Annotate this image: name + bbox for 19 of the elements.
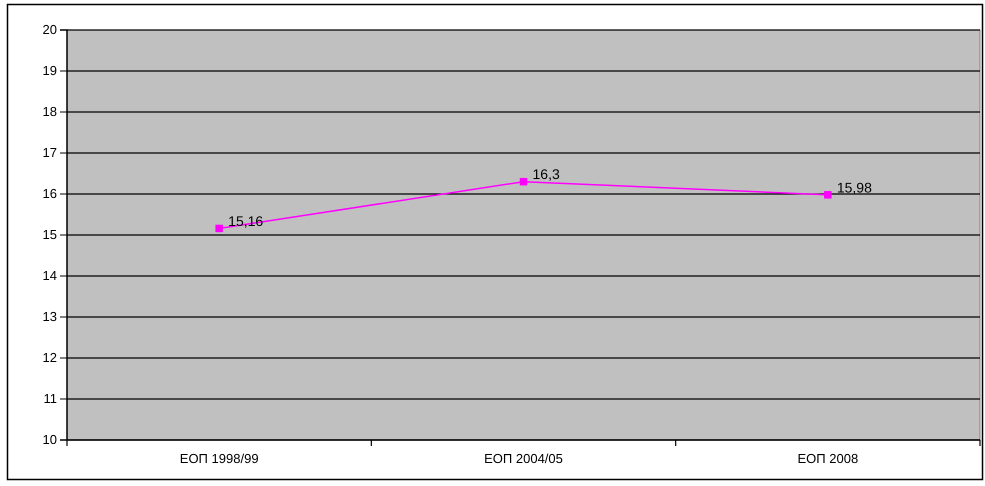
data-label: 15,98 xyxy=(836,179,872,196)
y-tick-label: 14 xyxy=(42,268,57,284)
y-tick-label: 13 xyxy=(42,309,57,324)
y-tick-label: 20 xyxy=(42,22,57,38)
y-tick-label: 12 xyxy=(42,350,57,366)
y-tick-label: 15 xyxy=(42,227,57,242)
x-tick-label: ΕΟΠ 1998/99 xyxy=(180,451,259,466)
point xyxy=(824,191,832,199)
x-tick-label: ΕΟΠ 2004/05 xyxy=(484,451,563,466)
data-label: 16,3 xyxy=(532,166,560,182)
x-tick-label: ΕΟΠ 2008 xyxy=(797,451,858,466)
y-tick-label: 19 xyxy=(42,63,57,78)
y-tick-label: 11 xyxy=(44,391,57,406)
y-tick-label: 16 xyxy=(42,186,57,202)
point xyxy=(215,224,223,232)
y-tick-label: 10 xyxy=(42,432,57,448)
point xyxy=(520,178,528,186)
y-tick-label: 18 xyxy=(42,104,57,120)
y-tick-label: 17 xyxy=(42,145,57,160)
